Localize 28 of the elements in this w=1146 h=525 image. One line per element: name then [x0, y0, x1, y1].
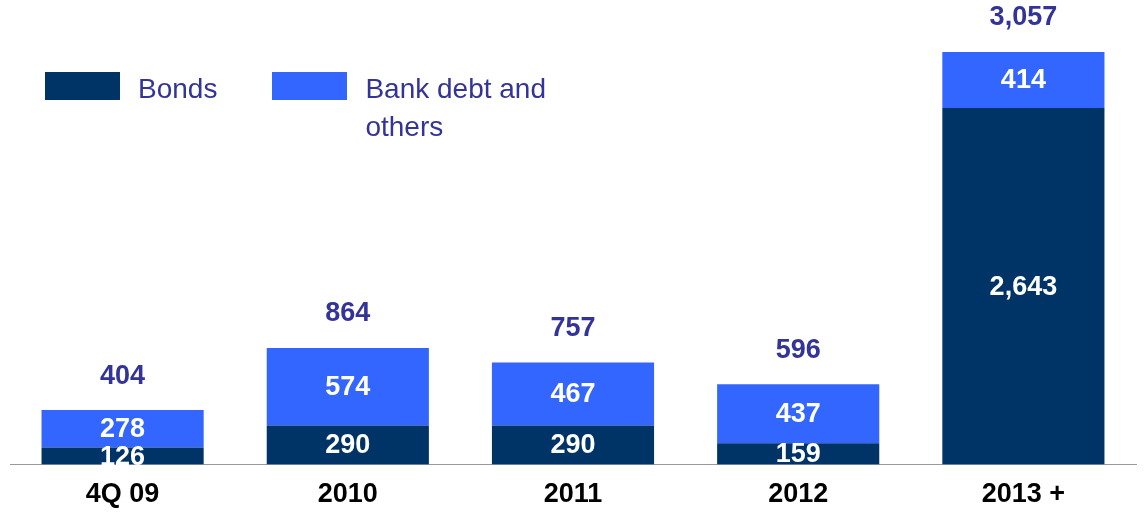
data-label: 437 [775, 398, 821, 429]
total-label: 3,057 [989, 1, 1058, 32]
total-label: 864 [325, 297, 371, 328]
legend-label: Bank debt and others [365, 72, 547, 144]
data-label: 467 [550, 378, 596, 409]
legend-label: Bonds [138, 72, 218, 106]
data-label: 574 [325, 371, 371, 402]
x-tick-label: 2013 + [981, 478, 1066, 509]
x-tick-label: 2011 [543, 478, 603, 509]
bar [942, 52, 1105, 108]
total-label: 757 [550, 311, 596, 342]
data-label: 159 [775, 438, 821, 469]
bar [41, 410, 204, 448]
total-label: 596 [775, 333, 821, 364]
bar [717, 384, 880, 444]
bar [942, 107, 1105, 465]
data-label: 414 [1000, 64, 1046, 95]
data-label: 290 [325, 429, 371, 460]
bar [491, 362, 655, 426]
x-tick-label: 2012 [768, 478, 829, 509]
total-label: 404 [100, 359, 146, 390]
data-label: 2,643 [989, 270, 1058, 301]
bar [266, 425, 429, 465]
data-label: 290 [550, 429, 596, 460]
bar [266, 347, 429, 426]
x-tick-label: 4Q 09 [85, 478, 160, 509]
bar [491, 425, 655, 465]
x-tick-label: 2010 [317, 478, 378, 509]
